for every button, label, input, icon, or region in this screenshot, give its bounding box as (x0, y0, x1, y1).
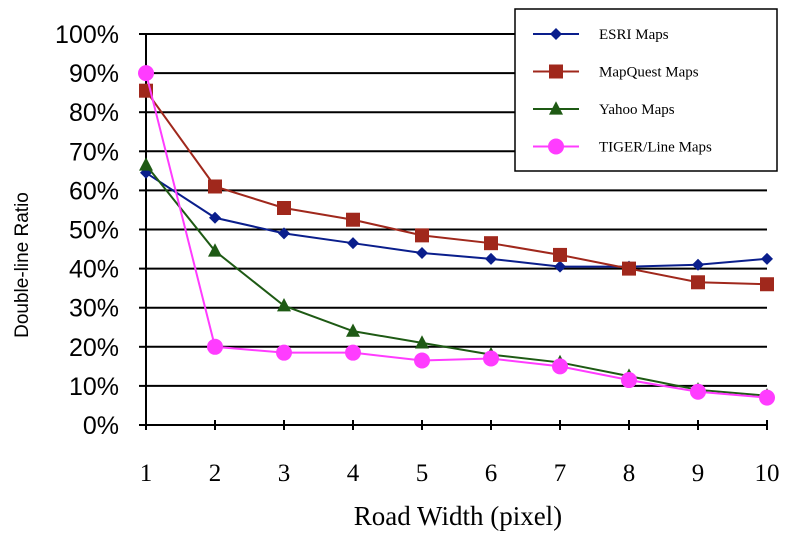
data-point (760, 277, 774, 292)
data-point (484, 236, 498, 251)
data-point (415, 335, 429, 349)
series-line (145, 164, 768, 397)
y-tick-label: 70% (69, 138, 119, 166)
x-axis-label: Road Width (pixel) (354, 501, 562, 531)
y-tick-label: 10% (69, 373, 119, 401)
data-point (483, 350, 499, 367)
data-point (207, 338, 223, 355)
data-point (552, 358, 568, 375)
legend-label: Yahoo Maps (599, 102, 675, 118)
legend: ESRI Maps MapQuest Maps Yahoo Maps TIGER/Li… (514, 8, 778, 172)
y-tick-label: 20% (69, 334, 119, 362)
legend-label: ESRI Maps (599, 27, 669, 43)
y-tick-label: 90% (69, 60, 119, 88)
tick-labels: 0% 10% 20% 30% 40% 50% 60% 70% 80% 90% 100% 1 2 3 4 5 6 7… (55, 21, 779, 487)
legend-marker (549, 101, 563, 115)
data-point (347, 237, 359, 250)
data-point (416, 246, 428, 259)
series-tiger-line-maps (138, 65, 775, 406)
x-tick-label: 7 (554, 460, 567, 487)
data-point (346, 323, 360, 337)
data-point (759, 389, 775, 406)
x-tick-label: 8 (623, 460, 636, 487)
data-point (415, 228, 429, 243)
data-point (692, 258, 704, 271)
series-mapquest-maps (139, 83, 774, 292)
x-tick-label: 1 (140, 460, 153, 487)
x-tick-label: 4 (347, 460, 360, 487)
data-point (761, 252, 773, 265)
legend-item: TIGER/Line Maps (533, 138, 712, 156)
y-tick-label: 60% (69, 177, 119, 205)
data-point (345, 344, 361, 361)
data-point (554, 260, 566, 273)
data-point (622, 261, 636, 276)
data-point (209, 211, 221, 224)
y-tick-label: 100% (55, 21, 119, 49)
legend-item: ESRI Maps (533, 27, 669, 43)
legend-item: MapQuest Maps (533, 64, 699, 81)
series-esri-maps (140, 166, 773, 273)
legend-marker (549, 64, 563, 79)
data-point (691, 275, 705, 290)
data-point (208, 243, 222, 257)
data-point (277, 200, 291, 215)
x-tick-label: 2 (209, 460, 222, 487)
data-point (278, 227, 290, 240)
x-tick-label: 3 (278, 460, 291, 487)
y-tick-label: 30% (69, 295, 119, 323)
series-line (145, 90, 768, 286)
axes (139, 33, 768, 430)
data-point (553, 247, 567, 262)
data-point (621, 372, 637, 389)
x-tick-label: 9 (692, 460, 705, 487)
legend-label: MapQuest Maps (599, 65, 699, 81)
data-point (690, 383, 706, 400)
series-line (145, 171, 768, 268)
x-tick-label: 6 (485, 460, 498, 487)
x-tick-label: 5 (416, 460, 429, 487)
legend-marker (548, 138, 564, 155)
data-point (139, 157, 153, 171)
data-point (485, 252, 497, 265)
series-line (145, 72, 768, 399)
legend-item: Yahoo Maps (533, 101, 675, 118)
data-point (414, 352, 430, 369)
y-tick-label: 80% (69, 99, 119, 127)
y-tick-label: 0% (83, 412, 119, 440)
data-point (276, 344, 292, 361)
y-axis-label: Double-line Ratio (12, 192, 33, 338)
y-tick-label: 40% (69, 256, 119, 284)
legend-marker (550, 28, 562, 40)
data-point (346, 212, 360, 227)
data-point (208, 179, 222, 194)
series-lines (138, 65, 775, 406)
x-tick-label: 10 (755, 460, 780, 487)
y-tick-label: 50% (69, 217, 119, 245)
data-point (277, 298, 291, 312)
legend-label: TIGER/Line Maps (599, 140, 712, 156)
data-point (138, 65, 154, 82)
